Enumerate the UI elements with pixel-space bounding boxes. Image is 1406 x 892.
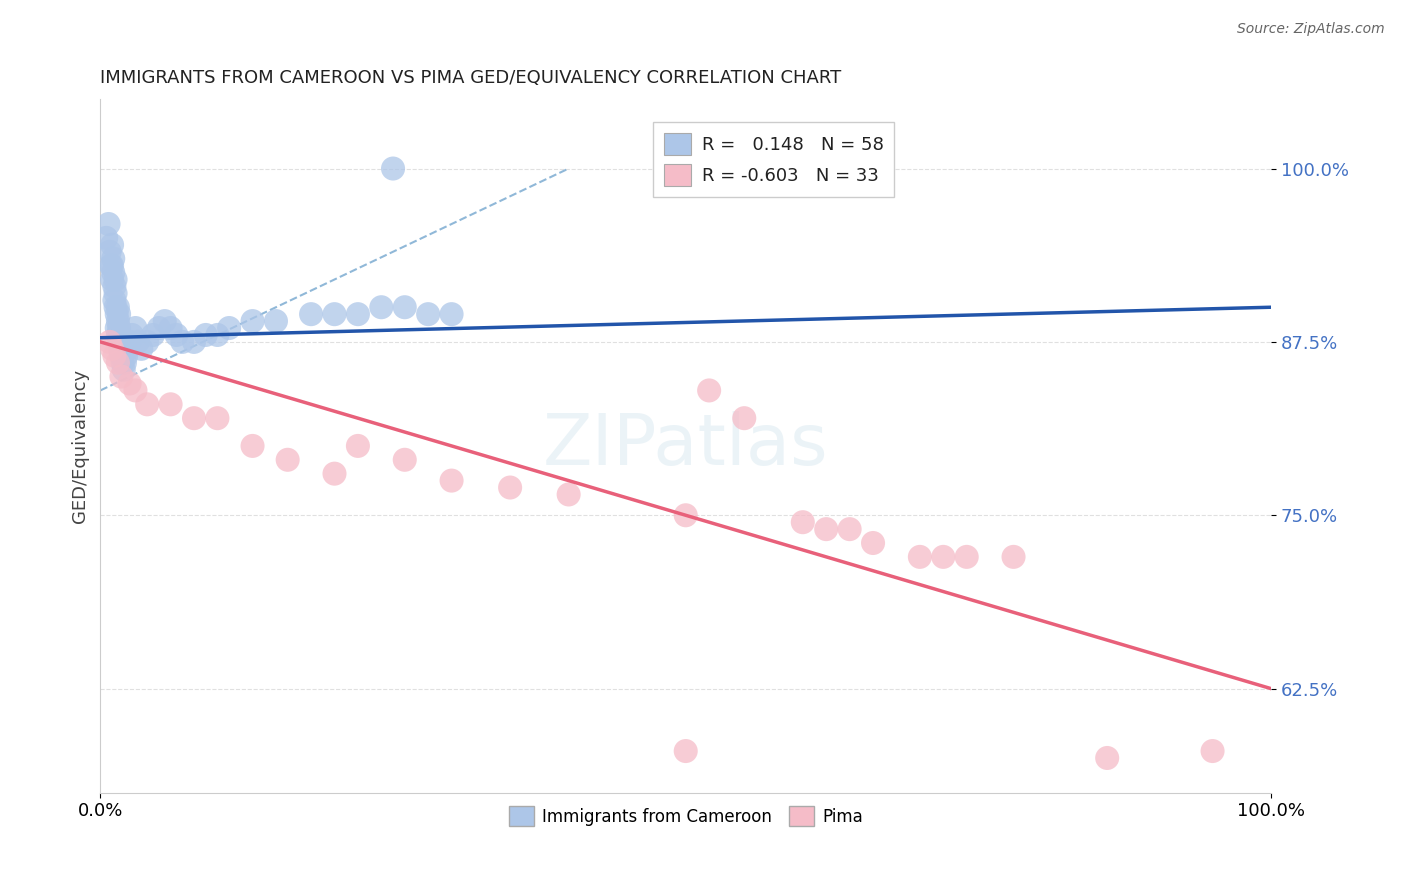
Point — [96, 231, 118, 245]
Point — [104, 286, 127, 301]
Point — [159, 321, 181, 335]
Y-axis label: GED/Equivalency: GED/Equivalency — [72, 369, 89, 523]
Point — [183, 411, 205, 425]
Point — [110, 334, 132, 349]
Point — [218, 321, 240, 335]
Point — [108, 321, 131, 335]
Point — [103, 293, 125, 308]
Point — [101, 259, 124, 273]
Point — [101, 237, 124, 252]
Point — [104, 272, 127, 286]
Point — [148, 321, 170, 335]
Point — [97, 217, 120, 231]
Point — [110, 328, 132, 343]
Point — [956, 549, 979, 564]
Point — [103, 252, 125, 266]
Text: Source: ZipAtlas.com: Source: ZipAtlas.com — [1237, 22, 1385, 37]
Point — [277, 452, 299, 467]
Point — [103, 349, 125, 363]
Point — [242, 314, 264, 328]
Point — [675, 744, 697, 758]
Point — [862, 536, 884, 550]
Point — [105, 321, 128, 335]
Point — [183, 334, 205, 349]
Point — [118, 334, 141, 349]
Text: ZIPatlas: ZIPatlas — [543, 411, 828, 481]
Point — [394, 452, 416, 467]
Point — [142, 328, 165, 343]
Point — [136, 397, 159, 411]
Point — [105, 307, 128, 321]
Point — [1095, 751, 1118, 765]
Point — [697, 384, 720, 398]
Point — [108, 307, 131, 321]
Point — [792, 515, 814, 529]
Point — [107, 300, 129, 314]
Point — [675, 508, 697, 523]
Point — [242, 439, 264, 453]
Point — [110, 369, 132, 384]
Point — [207, 328, 229, 343]
Point — [108, 334, 131, 349]
Point — [908, 549, 931, 564]
Text: IMMIGRANTS FROM CAMEROON VS PIMA GED/EQUIVALENCY CORRELATION CHART: IMMIGRANTS FROM CAMEROON VS PIMA GED/EQU… — [100, 69, 842, 87]
Point — [299, 307, 322, 321]
Point — [207, 411, 229, 425]
Point — [118, 376, 141, 391]
Point — [347, 439, 370, 453]
Point — [101, 342, 124, 356]
Point — [100, 259, 122, 273]
Point — [264, 314, 287, 328]
Point — [838, 522, 860, 536]
Point — [107, 314, 129, 328]
Point — [323, 467, 346, 481]
Point — [394, 300, 416, 314]
Point — [98, 334, 121, 349]
Point — [103, 266, 125, 280]
Point — [557, 487, 579, 501]
Point — [932, 549, 955, 564]
Point — [1201, 744, 1223, 758]
Point — [112, 362, 135, 376]
Legend: Immigrants from Cameroon, Pima: Immigrants from Cameroon, Pima — [502, 799, 869, 833]
Point — [440, 307, 463, 321]
Point — [117, 342, 139, 356]
Point — [323, 307, 346, 321]
Point — [110, 342, 132, 356]
Point — [110, 349, 132, 363]
Point — [131, 342, 153, 356]
Point — [115, 349, 138, 363]
Point — [347, 307, 370, 321]
Point — [124, 321, 146, 335]
Point — [815, 522, 838, 536]
Point — [370, 300, 392, 314]
Point — [107, 356, 129, 370]
Point — [127, 334, 149, 349]
Point — [101, 272, 124, 286]
Point — [499, 481, 522, 495]
Point — [103, 279, 125, 293]
Point — [440, 474, 463, 488]
Point — [153, 314, 176, 328]
Point — [136, 334, 159, 349]
Point — [124, 384, 146, 398]
Point — [165, 328, 187, 343]
Point — [98, 244, 121, 259]
Point — [107, 328, 129, 343]
Point — [172, 334, 194, 349]
Point — [733, 411, 755, 425]
Point — [418, 307, 440, 321]
Point — [104, 300, 127, 314]
Point — [382, 161, 405, 176]
Point — [114, 356, 136, 370]
Point — [111, 356, 134, 370]
Point — [111, 342, 134, 356]
Point — [121, 328, 143, 343]
Point — [1002, 549, 1025, 564]
Point — [194, 328, 217, 343]
Point — [159, 397, 181, 411]
